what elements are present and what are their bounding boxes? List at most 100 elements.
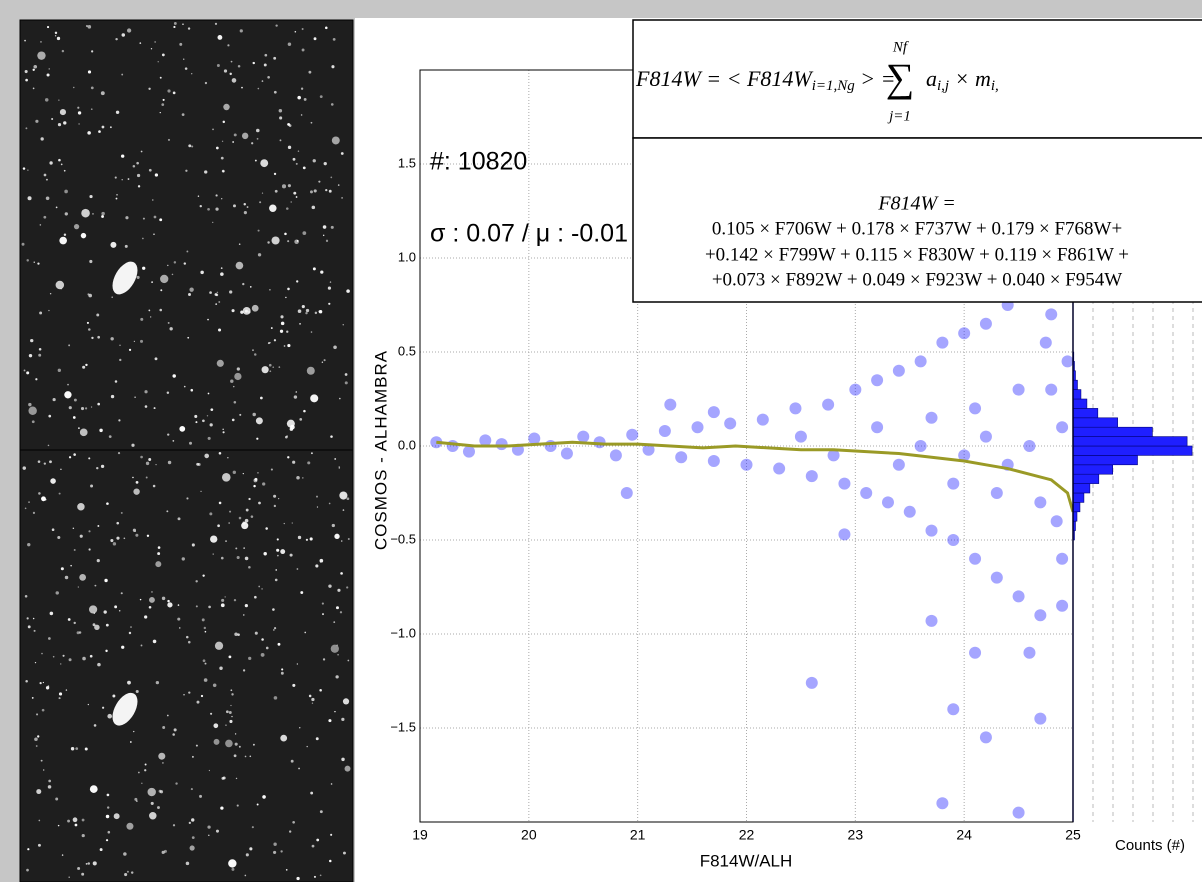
- point: [626, 428, 639, 441]
- equation: ai,j × mi,: [926, 66, 999, 94]
- star: [346, 497, 350, 501]
- star: [286, 207, 289, 210]
- star: [327, 286, 332, 290]
- star: [57, 824, 60, 827]
- star: [334, 533, 340, 540]
- star: [268, 363, 272, 367]
- annotation: σ : 0.07 / μ : -0.01: [430, 220, 628, 248]
- star: [167, 264, 169, 267]
- star: [147, 787, 156, 797]
- star: [302, 166, 306, 170]
- star: [172, 440, 175, 442]
- star: [330, 435, 333, 438]
- star: [78, 427, 80, 429]
- star: [306, 366, 315, 375]
- star: [81, 872, 85, 876]
- star: [339, 491, 348, 500]
- star: [337, 653, 339, 656]
- star: [89, 654, 93, 658]
- star: [97, 402, 100, 406]
- annotation: #: 10820: [430, 148, 527, 176]
- star: [223, 103, 230, 111]
- star: [49, 611, 54, 616]
- star: [48, 414, 52, 418]
- star: [273, 629, 275, 631]
- star: [104, 578, 108, 583]
- star: [256, 137, 259, 140]
- star: [225, 739, 233, 748]
- star: [70, 747, 75, 751]
- star: [298, 767, 300, 770]
- star: [55, 591, 59, 595]
- star: [191, 836, 195, 839]
- star: [24, 507, 27, 510]
- star: [22, 466, 26, 470]
- star: [121, 73, 124, 76]
- equation: 0.105 × F706W + 0.178 × F737W + 0.179 × …: [712, 218, 1122, 239]
- star: [125, 216, 129, 220]
- star: [132, 164, 136, 168]
- star: [144, 615, 148, 619]
- star: [47, 444, 50, 447]
- star: [108, 435, 112, 439]
- star: [208, 834, 210, 837]
- star: [243, 211, 247, 215]
- star: [277, 554, 279, 557]
- star: [225, 710, 229, 714]
- star: [233, 754, 237, 758]
- star: [273, 339, 277, 342]
- star: [338, 467, 341, 469]
- star: [287, 287, 290, 291]
- hist-bar: [1072, 445, 1193, 456]
- star: [52, 655, 55, 658]
- star: [110, 394, 115, 399]
- star: [344, 373, 348, 376]
- star: [49, 161, 53, 165]
- star: [137, 185, 141, 188]
- star: [26, 259, 29, 262]
- point: [871, 421, 884, 434]
- point: [1012, 806, 1025, 819]
- star: [300, 87, 304, 90]
- point: [462, 445, 475, 458]
- star: [228, 655, 232, 659]
- star: [140, 339, 144, 343]
- point: [892, 458, 905, 471]
- star: [275, 569, 278, 571]
- star: [342, 324, 344, 326]
- star: [142, 217, 145, 220]
- star: [337, 184, 340, 186]
- star: [303, 97, 307, 101]
- star: [188, 821, 191, 825]
- star: [172, 733, 175, 736]
- star: [33, 629, 36, 632]
- star: [92, 213, 94, 215]
- star: [239, 29, 243, 33]
- star: [235, 261, 244, 270]
- star: [162, 98, 165, 101]
- star: [134, 396, 136, 398]
- star: [77, 111, 82, 115]
- star: [249, 286, 252, 288]
- point: [609, 449, 622, 462]
- x-tick-label: 25: [1065, 827, 1081, 843]
- star: [89, 259, 93, 264]
- star: [292, 157, 296, 161]
- star: [51, 117, 54, 121]
- star: [26, 868, 29, 872]
- star: [281, 668, 284, 671]
- star: [139, 598, 142, 601]
- image-panels: [19, 19, 354, 882]
- star: [258, 501, 261, 505]
- star: [42, 681, 44, 684]
- star: [295, 196, 298, 198]
- star: [244, 874, 247, 877]
- star: [87, 70, 92, 74]
- star: [318, 180, 321, 183]
- star: [58, 492, 61, 495]
- star: [27, 196, 32, 201]
- star: [323, 359, 326, 362]
- star: [87, 25, 92, 29]
- star: [280, 549, 286, 555]
- star: [322, 613, 324, 616]
